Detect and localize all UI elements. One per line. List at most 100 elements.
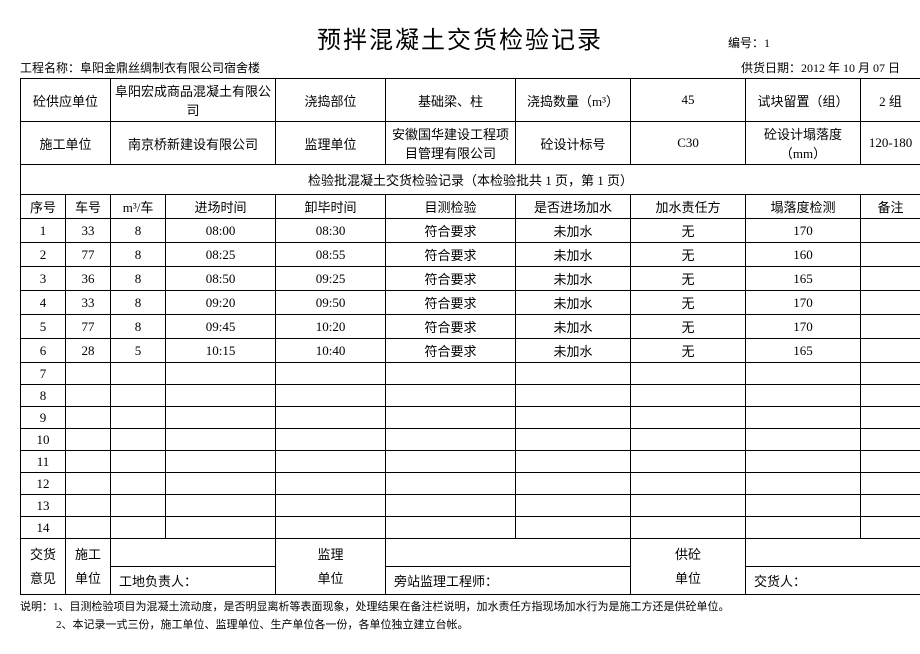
cell-resp: 无 <box>631 243 746 267</box>
cell-out <box>276 495 386 517</box>
cell-insp: 符合要求 <box>386 339 516 363</box>
cell-car <box>66 407 111 429</box>
table-row: 628510:1510:40符合要求未加水无165 <box>21 339 920 363</box>
construct-sig-blank <box>111 539 276 567</box>
pour-qty-value: 45 <box>631 79 746 122</box>
cell-in: 09:45 <box>166 315 276 339</box>
cell-note <box>861 219 920 243</box>
cell-n: 8 <box>21 385 66 407</box>
cell-slump <box>746 451 861 473</box>
cell-insp: 符合要求 <box>386 291 516 315</box>
cell-car: 77 <box>66 243 111 267</box>
site-leader: 工地负责人： <box>111 567 276 595</box>
cell-in <box>166 495 276 517</box>
cell-vol: 8 <box>111 243 166 267</box>
meta-row: 工程名称：阜阳金鼎丝绸制衣有限公司宿舍楼 供货日期：2012 年 10 月 07… <box>20 59 900 76</box>
cell-in: 09:20 <box>166 291 276 315</box>
cell-car: 33 <box>66 291 111 315</box>
cell-insp <box>386 407 516 429</box>
col-insp: 目测检验 <box>386 195 516 219</box>
cell-insp: 符合要求 <box>386 267 516 291</box>
supervise-unit-label: 监理单位 <box>276 122 386 165</box>
cell-in <box>166 429 276 451</box>
cell-water <box>516 407 631 429</box>
table-row: 7 <box>21 363 920 385</box>
cell-vol: 5 <box>111 339 166 363</box>
cell-n: 11 <box>21 451 66 473</box>
cell-slump: 165 <box>746 267 861 291</box>
cell-out <box>276 429 386 451</box>
design-slump-value: 120-180 <box>861 122 920 165</box>
cell-car <box>66 429 111 451</box>
cell-water: 未加水 <box>516 267 631 291</box>
section-title-row: 检验批混凝土交货检验记录（本检验批共 1 页，第 1 页） <box>21 165 920 195</box>
cell-note <box>861 429 920 451</box>
cell-note <box>861 363 920 385</box>
table-row: 8 <box>21 385 920 407</box>
cell-note <box>861 267 920 291</box>
cell-insp: 符合要求 <box>386 315 516 339</box>
cell-resp <box>631 407 746 429</box>
cell-out: 09:25 <box>276 267 386 291</box>
note-1: 1、目测检验项目为混凝土流动度，是否明显离析等表面现象，处理结果在备注栏说明，加… <box>53 601 730 613</box>
cell-n: 14 <box>21 517 66 539</box>
cell-water: 未加水 <box>516 291 631 315</box>
cell-car: 28 <box>66 339 111 363</box>
cell-n: 1 <box>21 219 66 243</box>
cell-resp: 无 <box>631 315 746 339</box>
supplier-value: 阜阳宏成商品混凝土有限公司 <box>111 79 276 122</box>
cell-water <box>516 517 631 539</box>
cell-resp <box>631 451 746 473</box>
col-slump: 塌落度检测 <box>746 195 861 219</box>
table-row: 12 <box>21 473 920 495</box>
supervise-unit-value: 安徽国华建设工程项目管理有限公司 <box>386 122 516 165</box>
table-row: 11 <box>21 451 920 473</box>
cell-slump <box>746 495 861 517</box>
opinion-label: 交货 意见 <box>21 539 66 595</box>
cell-slump: 160 <box>746 243 861 267</box>
cell-insp <box>386 517 516 539</box>
cell-note <box>861 291 920 315</box>
cell-in <box>166 473 276 495</box>
cell-car <box>66 363 111 385</box>
cell-insp <box>386 451 516 473</box>
construct-sig-label: 施工 单位 <box>66 539 111 595</box>
supplier-sig-label: 供砼 单位 <box>631 539 746 595</box>
cell-car <box>66 517 111 539</box>
cell-car <box>66 473 111 495</box>
supply-date: 供货日期：2012 年 10 月 07 日 <box>741 59 900 76</box>
cell-water: 未加水 <box>516 315 631 339</box>
cell-out: 09:50 <box>276 291 386 315</box>
cell-n: 3 <box>21 267 66 291</box>
table-row: 13 <box>21 495 920 517</box>
construct-unit-value: 南京桥新建设有限公司 <box>111 122 276 165</box>
note-2: 2、本记录一式三份，施工单位、监理单位、生产单位各一份，各单位独立建立台帐。 <box>20 619 469 631</box>
cell-n: 2 <box>21 243 66 267</box>
col-note: 备注 <box>861 195 920 219</box>
table-row: 10 <box>21 429 920 451</box>
cell-resp: 无 <box>631 339 746 363</box>
cell-in <box>166 451 276 473</box>
cell-resp <box>631 473 746 495</box>
cell-slump <box>746 473 861 495</box>
cell-vol <box>111 451 166 473</box>
signature-row-2: 工地负责人： 旁站监理工程师： 交货人： <box>21 567 920 595</box>
deliverer: 交货人： <box>746 567 920 595</box>
cell-resp: 无 <box>631 267 746 291</box>
cell-car <box>66 495 111 517</box>
col-resp: 加水责任方 <box>631 195 746 219</box>
cell-n: 10 <box>21 429 66 451</box>
cell-n: 13 <box>21 495 66 517</box>
cell-water <box>516 495 631 517</box>
cell-slump <box>746 385 861 407</box>
supervise-sig-label: 监理 单位 <box>276 539 386 595</box>
cell-out <box>276 473 386 495</box>
info-row-2: 施工单位 南京桥新建设有限公司 监理单位 安徽国华建设工程项目管理有限公司 砼设… <box>21 122 920 165</box>
design-grade-label: 砼设计标号 <box>516 122 631 165</box>
cell-slump <box>746 407 861 429</box>
pour-part-label: 浇捣部位 <box>276 79 386 122</box>
cell-in: 08:00 <box>166 219 276 243</box>
cell-in: 08:50 <box>166 267 276 291</box>
cell-note <box>861 451 920 473</box>
table-row: 133808:0008:30符合要求未加水无170 <box>21 219 920 243</box>
